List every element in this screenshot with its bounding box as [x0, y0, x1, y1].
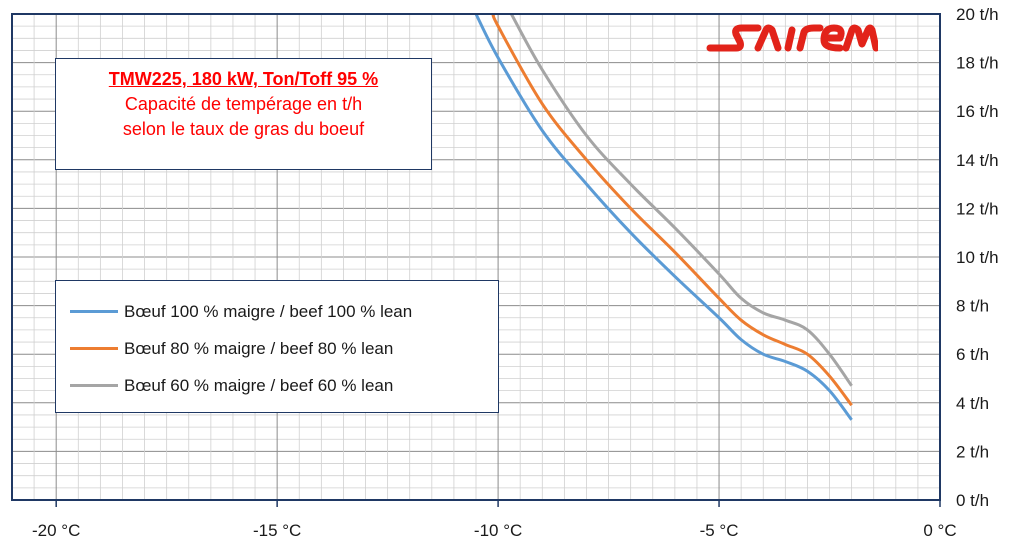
- y-tick-label: 14 t/h: [956, 151, 999, 170]
- legend-label: Bœuf 60 % maigre / beef 60 % lean: [124, 375, 394, 395]
- x-tick-label: -10 °C: [474, 521, 522, 540]
- y-tick-label: 10 t/h: [956, 248, 999, 267]
- sairem-logo: [706, 20, 880, 56]
- series-line-1: [491, 12, 853, 407]
- chart-subtitle-line-2: selon le taux de gras du boeuf: [122, 119, 365, 139]
- series-line-2: [510, 13, 853, 387]
- y-tick-label: 18 t/h: [956, 54, 999, 73]
- legend-swatch-lean-80: [70, 347, 118, 350]
- series-layer: [474, 12, 853, 421]
- y-tick-label: 12 t/h: [956, 199, 999, 218]
- y-tick-label: 6 t/h: [956, 345, 989, 364]
- legend-item: Bœuf 100 % maigre / beef 100 % lean: [56, 293, 498, 330]
- x-tick-label: 0 °C: [923, 521, 956, 540]
- y-tick-label: 8 t/h: [956, 297, 989, 316]
- y-tick-label: 20 t/h: [956, 5, 999, 24]
- legend-item: Bœuf 80 % maigre / beef 80 % lean: [56, 330, 498, 367]
- legend-item: Bœuf 60 % maigre / beef 60 % lean: [56, 367, 498, 404]
- legend-label: Bœuf 80 % maigre / beef 80 % lean: [124, 338, 394, 358]
- legend: Bœuf 100 % maigre / beef 100 % lean Bœuf…: [55, 280, 499, 413]
- y-tick-label: 4 t/h: [956, 394, 989, 413]
- plot-border: [11, 13, 941, 501]
- x-tick-label: -20 °C: [32, 521, 80, 540]
- x-axis: -20 °C -15 °C -10 °C -5 °C 0 °C: [32, 500, 957, 540]
- y-axis: 0 t/h 2 t/h 4 t/h 6 t/h 8 t/h 10 t/h 12 t/h 14 …: [956, 5, 999, 510]
- series-line-0: [474, 13, 853, 421]
- chart-title-box: TMW225, 180 kW, Ton/Toff 95 % Capacité d…: [55, 58, 432, 170]
- chart-subtitle-line-1: Capacité de tempérage en t/h: [124, 94, 363, 114]
- sairem-logo-mark: [706, 24, 880, 52]
- x-tick-label: -5 °C: [700, 521, 739, 540]
- y-tick-label: 0 t/h: [956, 491, 989, 510]
- legend-swatch-lean-60: [70, 384, 118, 387]
- y-tick-label: 16 t/h: [956, 102, 999, 121]
- chart-title: TMW225, 180 kW, Ton/Toff 95 %: [108, 69, 379, 89]
- y-tick-label: 2 t/h: [956, 442, 989, 461]
- legend-label: Bœuf 100 % maigre / beef 100 % lean: [124, 301, 413, 321]
- x-tick-label: -15 °C: [253, 521, 301, 540]
- legend-swatch-lean-100: [70, 310, 118, 313]
